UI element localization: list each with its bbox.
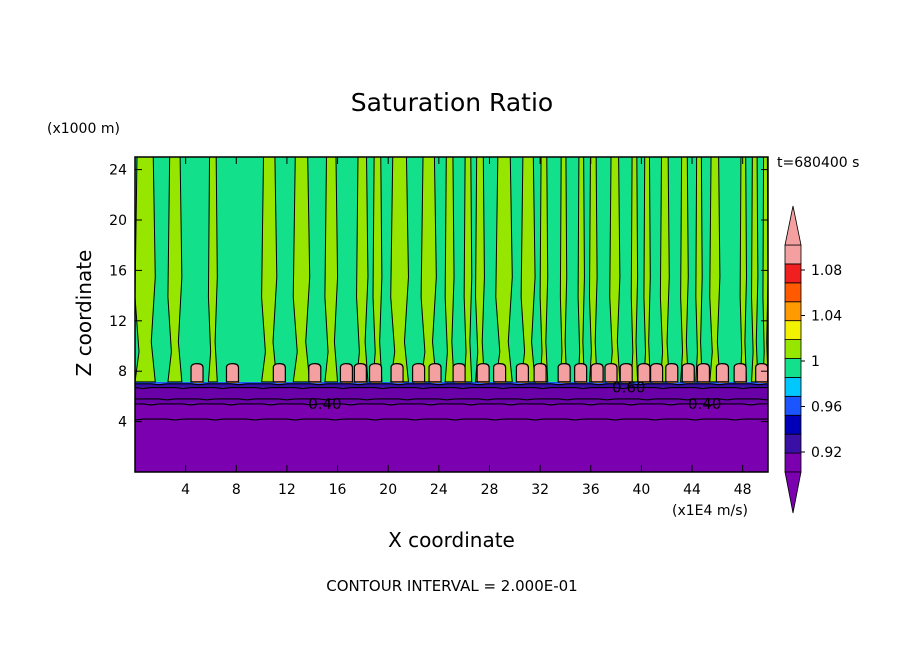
colorbar-level-8 (784, 301, 802, 322)
supersaturated-cell-16 (574, 363, 588, 383)
supersaturated-cell-19 (619, 363, 633, 383)
colorbar-label-2: 1 (811, 354, 820, 370)
supersaturated-cell-14 (533, 363, 547, 383)
supersaturated-cell-24 (696, 363, 711, 383)
y-tick-label-3: 16 (109, 263, 127, 279)
green-column-19 (609, 157, 621, 383)
y-tick-label-2: 12 (109, 314, 127, 330)
x-tick-label-4: 20 (379, 482, 397, 498)
colorbar-level-1 (784, 433, 802, 454)
supersaturated-cell-17 (590, 363, 604, 383)
green-column-2 (207, 157, 218, 383)
green-column-5 (324, 157, 339, 383)
x-tick-label-8: 36 (582, 482, 600, 498)
supersaturated-cell-27 (755, 363, 768, 383)
x-tick-label-7: 32 (531, 482, 549, 498)
supersaturated-cell-18 (604, 363, 618, 383)
green-column-20 (630, 157, 639, 383)
colorbar-level-2 (784, 414, 802, 435)
x-tick-label-10: 44 (683, 482, 701, 498)
green-column-15 (539, 157, 549, 383)
x-tick-label-1: 8 (232, 482, 241, 498)
y-tick-label-1: 8 (118, 364, 127, 380)
field-layer-0 (135, 403, 768, 472)
colorbar-arrow-top (784, 205, 802, 246)
supersaturated-cell-1 (225, 363, 240, 383)
green-column-6 (356, 157, 369, 383)
colorbar-level-5 (784, 358, 802, 378)
colorbar-level-4 (784, 377, 802, 397)
isoline-4 (135, 383, 768, 386)
y-tick-label-5: 24 (109, 163, 127, 179)
supersaturated-cell-5 (353, 363, 367, 383)
supersaturated-cell-8 (411, 363, 426, 383)
x-axis-label: X coordinate (388, 528, 515, 552)
supersaturated-cell-26 (733, 363, 747, 383)
time-label: t=680400 s (777, 155, 860, 171)
supersaturated-cell-3 (308, 363, 322, 383)
isoline-1 (135, 403, 767, 406)
x-tick-label-5: 24 (430, 482, 448, 498)
contour-label-1: 0.60 (612, 379, 645, 397)
supersaturated-cell-2 (272, 363, 286, 383)
supersaturated-cell-4 (339, 363, 354, 383)
x-tick-label-2: 12 (278, 482, 296, 498)
colorbar-level-7 (784, 320, 802, 340)
green-column-11 (463, 157, 473, 383)
supersaturated-cell-10 (452, 363, 466, 383)
colorbar-level-9 (784, 282, 802, 303)
supersaturated-cell-6 (368, 363, 383, 383)
colorbar-arrow-bottom (784, 471, 802, 514)
supersaturated-cell-11 (476, 363, 490, 383)
supersaturated-cell-9 (428, 363, 442, 383)
x-axis-unit: (x1E4 m/s) (672, 503, 748, 519)
colorbar-level-11 (784, 244, 802, 265)
field-layer-1 (135, 387, 768, 404)
isoline-2 (135, 398, 768, 401)
x-tick-label-6: 28 (481, 482, 499, 498)
chart-title: Saturation Ratio (350, 88, 554, 117)
y-tick-label-0: 4 (118, 415, 127, 431)
colorbar-level-10 (784, 263, 802, 284)
y-axis-unit: (x1000 m) (47, 121, 120, 137)
supersaturated-cell-12 (493, 363, 507, 383)
x-tick-label-0: 4 (181, 482, 190, 498)
supersaturated-cell-0 (190, 363, 204, 383)
colorbar-label-0: 1.08 (811, 263, 842, 279)
supersaturated-cell-15 (557, 363, 571, 383)
supersaturated-cell-13 (515, 363, 529, 383)
x-tick-label-11: 48 (734, 482, 752, 498)
colorbar-level-0 (784, 452, 802, 473)
contour-label-2: 0.40 (688, 395, 721, 413)
y-axis-label: Z coordinate (72, 249, 96, 377)
supersaturated-cell-20 (637, 363, 651, 383)
green-column-8 (390, 157, 410, 383)
supersaturated-cell-25 (715, 363, 730, 383)
colorbar-label-3: 0.96 (811, 400, 842, 416)
isoline-3 (135, 386, 767, 390)
y-tick-label-4: 20 (109, 213, 127, 229)
supersaturated-cell-7 (390, 363, 404, 383)
field-layer-2 (135, 383, 768, 388)
isoline-0 (135, 418, 767, 421)
x-tick-label-3: 16 (329, 482, 347, 498)
colorbar-level-3 (784, 395, 802, 416)
x-tick-label-9: 40 (632, 482, 650, 498)
colorbar-level-6 (784, 339, 802, 359)
field-layer-3 (135, 381, 768, 384)
colorbar-label-4: 0.92 (811, 445, 842, 461)
green-column-0 (135, 157, 156, 383)
supersaturated-cell-23 (681, 363, 695, 383)
plot-frame (134, 156, 769, 473)
green-column-28 (762, 157, 768, 383)
field-group (135, 157, 768, 472)
contour-label-0: 0.40 (308, 395, 341, 413)
green-column-13 (495, 157, 513, 383)
supersaturated-cell-21 (649, 363, 664, 383)
colorbar-label-1: 1.04 (811, 309, 842, 325)
green-column-1 (167, 157, 183, 383)
contour-interval-note: CONTOUR INTERVAL = 2.000E-01 (326, 577, 578, 595)
supersaturated-cell-22 (665, 363, 679, 383)
